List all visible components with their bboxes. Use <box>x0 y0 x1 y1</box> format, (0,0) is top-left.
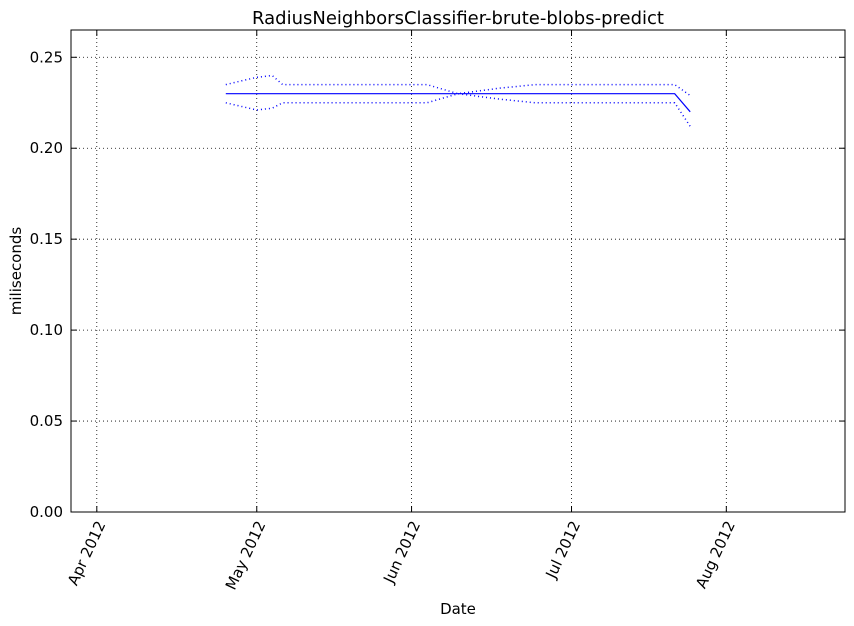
y-tick-label: 0.20 <box>30 139 63 157</box>
series-layer <box>225 74 691 127</box>
y-tick-label: 0.00 <box>30 503 63 521</box>
plot-frame <box>70 29 846 513</box>
y-tick-label: 0.05 <box>30 412 63 430</box>
y-axis-label: miliseconds <box>7 227 25 316</box>
y-tick-label: 0.25 <box>30 48 63 66</box>
y-tick-label: 0.15 <box>30 230 63 248</box>
series-line-mean <box>225 93 691 113</box>
chart-title: RadiusNeighborsClassifier-brute-blobs-pr… <box>252 8 664 29</box>
y-tick-label: 0.10 <box>30 321 63 339</box>
x-axis-label: Date <box>440 600 476 618</box>
